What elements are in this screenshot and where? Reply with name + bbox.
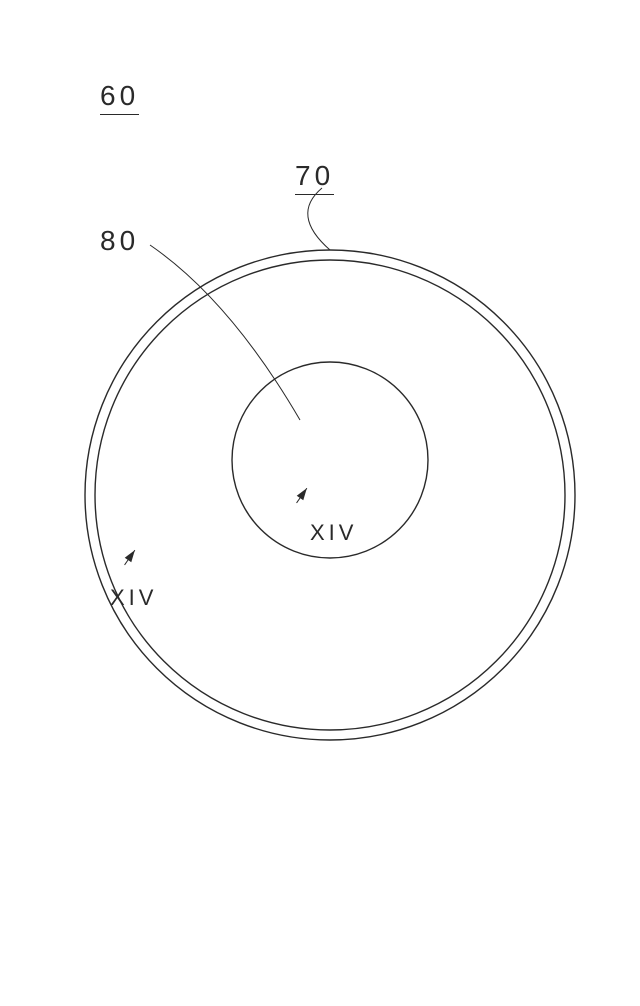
label-80: 80 bbox=[100, 225, 139, 257]
diagram-canvas: 60 70 80 XIV XIV bbox=[0, 0, 640, 1006]
label-70: 70 bbox=[295, 160, 334, 195]
label-60: 60 bbox=[100, 80, 139, 115]
label-xiv-outer: XIV bbox=[110, 585, 157, 611]
diagram-svg bbox=[0, 0, 640, 1006]
label-xiv-inner: XIV bbox=[310, 520, 357, 546]
